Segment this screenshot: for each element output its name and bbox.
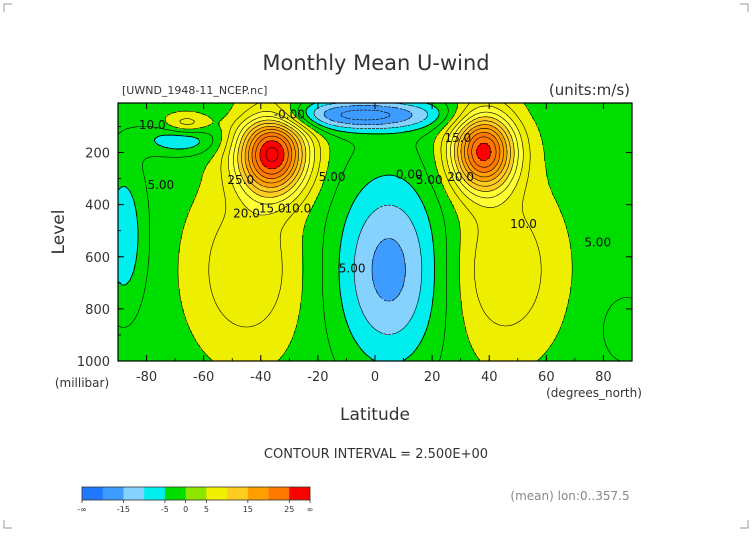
crop-mark-tl [4,4,12,12]
filled-contour-field [118,103,633,362]
crop-mark-br [740,520,748,528]
crop-mark-bl [4,520,12,528]
crop-mark-tr [740,4,748,12]
